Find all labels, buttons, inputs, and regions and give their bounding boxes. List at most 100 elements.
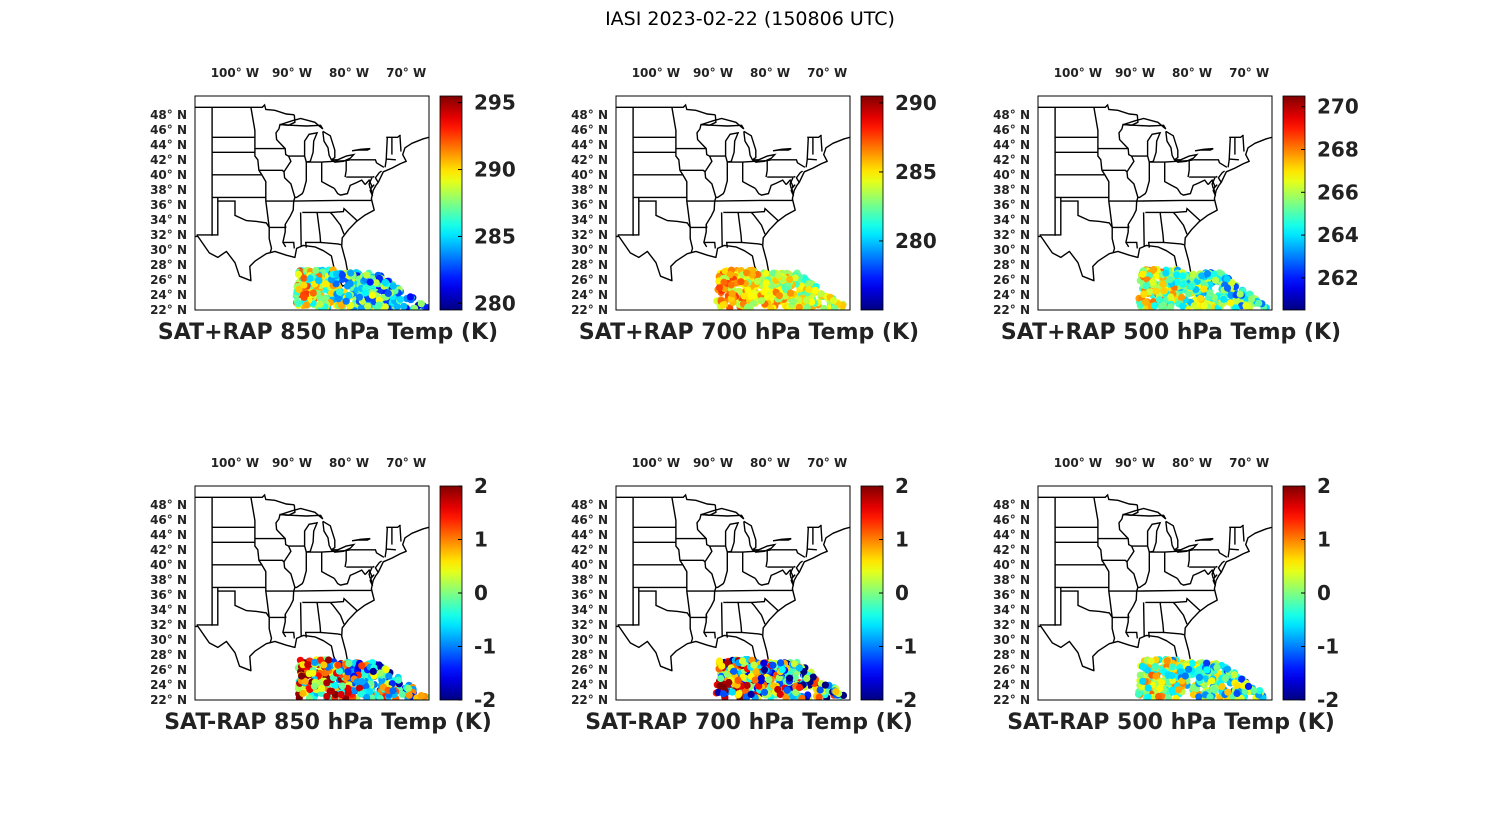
- great-lake-outline: [303, 131, 319, 163]
- obs-point: [345, 292, 353, 300]
- obs-point: [1188, 659, 1196, 667]
- obs-point: [338, 271, 346, 279]
- obs-point: [1176, 668, 1184, 676]
- state-border: [299, 602, 302, 637]
- obs-point: [366, 688, 374, 696]
- colorbar-tick-label: 1: [1317, 528, 1331, 552]
- great-lake-outline: [331, 543, 356, 553]
- state-border: [1142, 602, 1145, 637]
- state-border: [723, 597, 779, 612]
- obs-point: [1206, 693, 1214, 700]
- colorbar-tick-label: -2: [474, 688, 496, 712]
- obs-point: [754, 270, 762, 279]
- obs-point: [327, 687, 336, 695]
- latitude-tick-label: 38° N: [150, 573, 187, 587]
- obs-point: [820, 304, 828, 310]
- colorbar-tick-label: 285: [474, 224, 516, 248]
- longitude-tick-label: 100° W: [1054, 456, 1102, 470]
- obs-point: [344, 668, 352, 676]
- obs-point: [306, 274, 314, 283]
- state-border: [741, 552, 756, 580]
- latitude-tick-label: 28° N: [150, 258, 187, 272]
- latitude-tick-label: 36° N: [993, 198, 1030, 212]
- obs-point: [720, 278, 728, 286]
- latitude-tick-label: 36° N: [571, 588, 608, 602]
- colorbar-tick-label: -2: [1317, 688, 1339, 712]
- state-border: [196, 197, 219, 237]
- obs-point: [315, 277, 323, 285]
- obs-point: [1139, 270, 1147, 278]
- obs-point: [1177, 293, 1186, 301]
- state-border: [820, 134, 823, 152]
- obs-point: [1144, 684, 1152, 692]
- bay-outline: [785, 568, 796, 587]
- obs-point: [1167, 303, 1175, 310]
- obs-point: [1190, 302, 1198, 310]
- figure-title: IASI 2023-02-22 (150806 UTC): [605, 8, 895, 30]
- colorbar-tick-label: 1: [474, 528, 488, 552]
- obs-point: [816, 686, 824, 694]
- obs-point: [786, 289, 795, 297]
- obs-point: [719, 690, 727, 698]
- state-border: [1137, 162, 1151, 199]
- map-layers: [195, 493, 429, 700]
- obs-point: [1198, 272, 1206, 280]
- latitude-tick-label: 34° N: [993, 213, 1030, 227]
- obs-point: [1180, 280, 1188, 288]
- latitude-tick-label: 42° N: [993, 153, 1030, 167]
- latitude-tick-label: 40° N: [571, 168, 608, 182]
- obs-point: [757, 674, 765, 682]
- map-frame: [615, 485, 851, 701]
- latitude-tick-label: 24° N: [993, 678, 1030, 692]
- latitude-tick-label: 26° N: [150, 663, 187, 677]
- bay-outline: [1217, 170, 1225, 183]
- latitude-tick-label: 30° N: [150, 633, 187, 647]
- longitude-tick-label: 100° W: [211, 456, 259, 470]
- longitude-tick-label: 80° W: [750, 66, 790, 80]
- obs-point: [334, 661, 342, 669]
- latitude-tick-label: 32° N: [993, 228, 1030, 242]
- state-border: [333, 569, 366, 586]
- great-lake-outline: [724, 521, 740, 553]
- state-border: [807, 158, 817, 161]
- obs-point: [760, 688, 769, 696]
- state-border: [703, 241, 716, 249]
- latitude-tick-label: 22° N: [993, 693, 1030, 707]
- latitude-tick-label: 24° N: [571, 678, 608, 692]
- obs-point: [382, 666, 390, 674]
- state-border: [386, 548, 396, 551]
- latitude-tick-label: 26° N: [571, 273, 608, 287]
- latitude-tick-label: 40° N: [993, 558, 1030, 572]
- obs-point: [1140, 290, 1148, 298]
- state-border: [320, 162, 335, 190]
- panel-title: SAT-RAP 500 hPa Temp (K): [1007, 710, 1335, 735]
- obs-point: [1227, 299, 1235, 307]
- state-border: [350, 159, 385, 168]
- state-border: [1136, 199, 1216, 202]
- state-border: [714, 199, 794, 202]
- longitude-tick-label: 90° W: [1115, 66, 1155, 80]
- obs-point: [1152, 287, 1160, 295]
- state-border: [1137, 552, 1151, 589]
- obs-point: [333, 270, 341, 278]
- obs-point: [743, 681, 751, 690]
- state-border: [217, 590, 270, 618]
- obs-point: [795, 683, 804, 691]
- state-border: [671, 107, 694, 253]
- state-border: [671, 497, 694, 643]
- obs-point: [1179, 302, 1187, 310]
- obs-point: [323, 679, 331, 687]
- state-border: [750, 211, 766, 235]
- obs-point: [1185, 665, 1193, 673]
- state-border: [771, 159, 806, 168]
- obs-point: [791, 674, 799, 682]
- latitude-tick-label: 26° N: [150, 273, 187, 287]
- obs-point: [363, 693, 371, 700]
- longitude-tick-label: 80° W: [1172, 66, 1212, 80]
- obs-point: [299, 689, 307, 698]
- state-border: [350, 549, 385, 558]
- obs-point: [719, 301, 727, 309]
- latitude-tick-label: 30° N: [150, 243, 187, 257]
- great-lake-outline: [351, 537, 371, 542]
- state-border: [258, 169, 285, 173]
